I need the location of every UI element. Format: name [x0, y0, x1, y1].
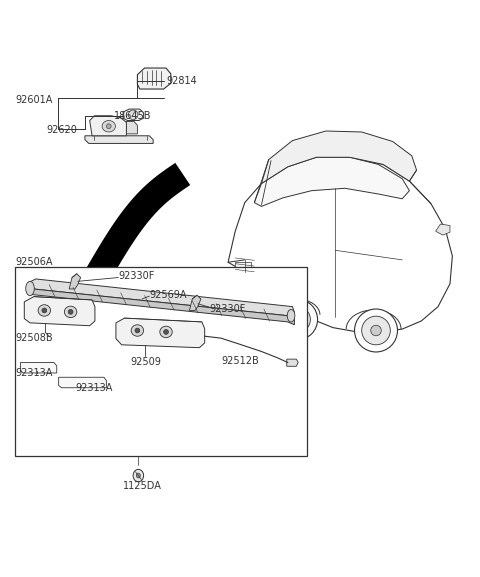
Ellipse shape — [277, 299, 318, 340]
Ellipse shape — [68, 309, 73, 314]
Ellipse shape — [164, 329, 168, 334]
Ellipse shape — [284, 306, 311, 333]
Ellipse shape — [287, 309, 295, 322]
Polygon shape — [29, 288, 294, 325]
Polygon shape — [24, 297, 95, 326]
Polygon shape — [190, 295, 201, 310]
Polygon shape — [85, 163, 190, 283]
Polygon shape — [287, 359, 298, 366]
Ellipse shape — [371, 325, 381, 336]
Text: 92620: 92620 — [47, 125, 78, 134]
Ellipse shape — [107, 124, 111, 129]
Polygon shape — [75, 274, 118, 295]
Ellipse shape — [128, 110, 138, 119]
Text: 92506A: 92506A — [16, 257, 53, 267]
Text: 92569A: 92569A — [149, 290, 187, 299]
Ellipse shape — [102, 121, 116, 132]
Ellipse shape — [64, 306, 77, 317]
Ellipse shape — [26, 282, 34, 295]
Text: 92601A: 92601A — [16, 95, 53, 105]
Text: 92512B: 92512B — [221, 356, 259, 366]
Ellipse shape — [160, 326, 172, 338]
Text: 1125DA: 1125DA — [123, 481, 162, 490]
Polygon shape — [126, 122, 137, 134]
Ellipse shape — [135, 328, 140, 333]
Ellipse shape — [133, 469, 144, 482]
Ellipse shape — [131, 325, 144, 336]
Polygon shape — [29, 279, 294, 316]
Text: 92814: 92814 — [166, 76, 197, 86]
Polygon shape — [137, 68, 171, 89]
Polygon shape — [21, 362, 57, 373]
Polygon shape — [85, 136, 153, 144]
Text: 92330F: 92330F — [209, 304, 245, 314]
Polygon shape — [123, 109, 144, 121]
Text: 18645B: 18645B — [114, 111, 151, 121]
Polygon shape — [59, 377, 107, 388]
Text: 92313A: 92313A — [75, 383, 113, 393]
Polygon shape — [90, 116, 126, 136]
Text: 92313A: 92313A — [16, 369, 53, 379]
Polygon shape — [436, 224, 450, 235]
Bar — [15, 267, 307, 455]
Ellipse shape — [362, 316, 390, 345]
Polygon shape — [254, 158, 409, 207]
Polygon shape — [69, 273, 81, 289]
Text: 92509: 92509 — [130, 357, 161, 366]
Ellipse shape — [292, 314, 302, 324]
Ellipse shape — [355, 309, 397, 352]
Polygon shape — [228, 158, 452, 332]
Text: 92330F: 92330F — [118, 271, 155, 280]
Ellipse shape — [136, 473, 140, 478]
Ellipse shape — [38, 305, 50, 316]
Bar — [235, 262, 252, 271]
Text: 92508B: 92508B — [16, 333, 53, 343]
Ellipse shape — [42, 308, 47, 313]
Polygon shape — [262, 131, 417, 183]
Polygon shape — [116, 318, 204, 348]
